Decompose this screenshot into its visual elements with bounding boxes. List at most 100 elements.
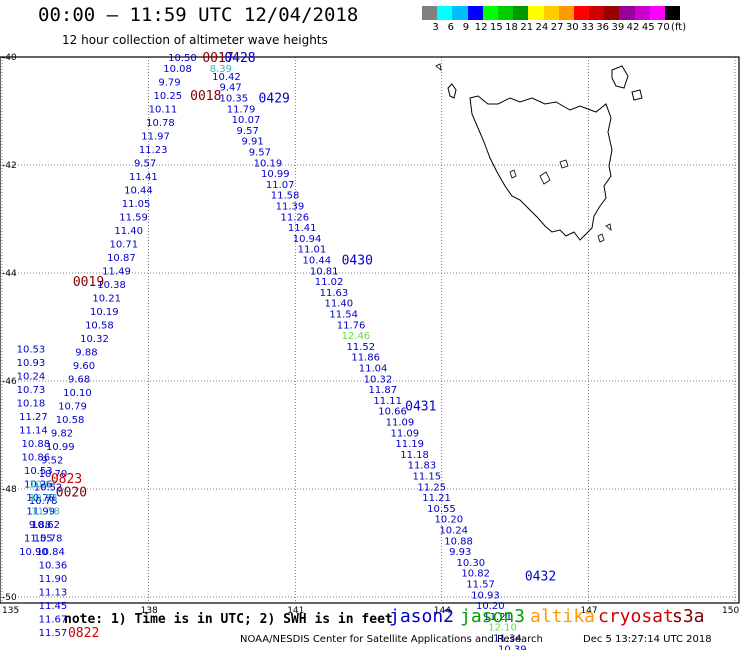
wave-height-value: 11.15 xyxy=(412,472,441,483)
wave-height-value: 11.13 xyxy=(39,588,68,599)
islet-east xyxy=(605,223,612,231)
wave-height-value: 10.11 xyxy=(149,104,178,115)
page-title: 00:00 – 11:59 UTC 12/04/2018 xyxy=(38,4,359,26)
color-scale-swatch xyxy=(573,6,590,20)
wave-height-value: 11.78 xyxy=(31,507,60,518)
wave-height-value: 9.68 xyxy=(68,374,90,385)
wave-height-value: 10.55 xyxy=(427,504,456,515)
wave-height-value: 10.81 xyxy=(310,266,339,277)
wave-height-value: 10.88 xyxy=(444,536,473,547)
wave-height-value: 11.09 xyxy=(390,428,419,439)
wave-height-value: 9.52 xyxy=(41,455,63,466)
color-scale-swatch xyxy=(649,6,665,20)
wave-height-value: 11.57 xyxy=(466,580,495,591)
pass-time-label: 0017 xyxy=(202,51,233,66)
color-scale-swatch xyxy=(619,6,635,20)
wave-height-value: 10.19 xyxy=(90,307,119,318)
wave-height-value: 10.10 xyxy=(63,388,92,399)
footer-credit: NOAA/NESDIS Center for Satellite Applica… xyxy=(240,634,543,645)
wave-height-value: 11.01 xyxy=(298,245,327,256)
lon-tick-label: 141 xyxy=(287,606,304,616)
wave-height-value: 10.90 xyxy=(19,547,48,558)
wave-height-value: 11.45 xyxy=(39,601,68,612)
wave-height-value: 10.73 xyxy=(17,385,46,396)
wave-height-value: 10.62 xyxy=(31,520,60,531)
wave-height-value: 10.84 xyxy=(36,547,65,558)
wave-height-value: 11.23 xyxy=(139,145,168,156)
wave-height-value: 10.78 xyxy=(146,118,175,129)
wave-height-value: 10.35 xyxy=(219,94,248,105)
wave-height-value: 10.32 xyxy=(80,334,109,345)
wave-height-value: 10.94 xyxy=(293,234,322,245)
wave-height-value: 12.10 xyxy=(488,623,517,634)
wave-height-value: 11.21 xyxy=(483,612,512,623)
pass-time-label: 0822 xyxy=(68,626,99,641)
wave-height-value: 10.44 xyxy=(303,256,332,267)
wave-height-value: 11.55 xyxy=(24,534,53,545)
wave-height-value: 11.09 xyxy=(386,418,415,429)
wave-height-value: 11.21 xyxy=(422,493,451,504)
pass-time-label: 0428 xyxy=(224,51,255,66)
wave-height-value: 11.49 xyxy=(102,266,131,277)
wave-height-value: 11.27 xyxy=(19,412,48,423)
wave-height-value: 11.97 xyxy=(141,131,170,142)
legend-s3a: s3a xyxy=(672,606,705,627)
color-scale-label: 70 xyxy=(657,22,670,33)
wave-height-value: 11.79 xyxy=(227,104,256,115)
lake-3 xyxy=(509,169,517,179)
wave-height-value: 9.60 xyxy=(73,361,95,372)
lake-1 xyxy=(539,171,551,185)
wave-height-value: 11.11 xyxy=(373,396,402,407)
wave-height-value: 11.19 xyxy=(395,439,424,450)
wave-height-value: 12.46 xyxy=(342,331,371,342)
color-scale-label: 33 xyxy=(581,22,594,33)
wave-height-value: 10.19 xyxy=(254,158,283,169)
color-scale-swatch xyxy=(634,6,650,20)
color-scale-label: 27 xyxy=(550,22,564,33)
wave-height-value: 10.36 xyxy=(39,561,68,572)
color-scale-swatch xyxy=(528,6,544,20)
wave-height-value: 11.86 xyxy=(351,353,380,364)
pass-time-label: 0823 xyxy=(51,472,82,487)
color-scale-label: 3 xyxy=(432,22,439,33)
wave-height-value: 11.41 xyxy=(129,172,158,183)
wave-height-value: 10.53 xyxy=(24,466,53,477)
tasmania-mainland xyxy=(469,95,613,241)
cape-barren-island xyxy=(631,89,643,101)
wave-height-value: 10.99 xyxy=(46,442,75,453)
lon-tick-label: 150 xyxy=(722,606,739,616)
color-scale-label: 18 xyxy=(505,22,518,33)
wave-height-value: 11.57 xyxy=(39,628,68,639)
lon-tick-label: 138 xyxy=(141,606,158,616)
wave-height-value: 11.34 xyxy=(493,634,522,645)
wave-height-value: 10.78 xyxy=(29,496,58,507)
wave-height-value: 9.91 xyxy=(241,137,263,148)
legend-jason3: jason3 xyxy=(460,606,526,627)
lat-tick-label: -50 xyxy=(2,593,17,603)
color-scale-bar xyxy=(422,6,681,20)
wave-height-value: 11.52 xyxy=(347,342,376,353)
wave-height-value: 10.39 xyxy=(498,644,527,650)
color-scale-swatch xyxy=(543,6,559,20)
wave-height-value: 9.47 xyxy=(219,83,241,94)
wave-height-value: 10.24 xyxy=(17,372,46,383)
wave-height-value: 11.26 xyxy=(281,212,310,223)
wave-height-value: 11.18 xyxy=(400,450,429,461)
wave-height-value: 11.05 xyxy=(122,199,151,210)
wave-height-value: 11.63 xyxy=(320,288,349,299)
wave-height-value: 10.58 xyxy=(56,415,85,426)
tasmania-coastline xyxy=(435,63,643,243)
wave-height-value: 10.24 xyxy=(439,526,468,537)
wave-height-value: 9.88 xyxy=(75,347,97,358)
wave-height-value: 10.73 xyxy=(29,493,58,504)
wave-height-value: 10.42 xyxy=(212,72,241,83)
pass-time-label: 0429 xyxy=(259,92,290,107)
wave-height-value: 9.57 xyxy=(237,126,259,137)
color-scale-swatch xyxy=(665,6,681,20)
wave-height-value: 11.58 xyxy=(271,191,300,202)
wave-height-value: 10.87 xyxy=(107,253,136,264)
wave-height-value: 11.39 xyxy=(276,202,305,213)
wave-height-value: 11.99 xyxy=(26,507,55,518)
